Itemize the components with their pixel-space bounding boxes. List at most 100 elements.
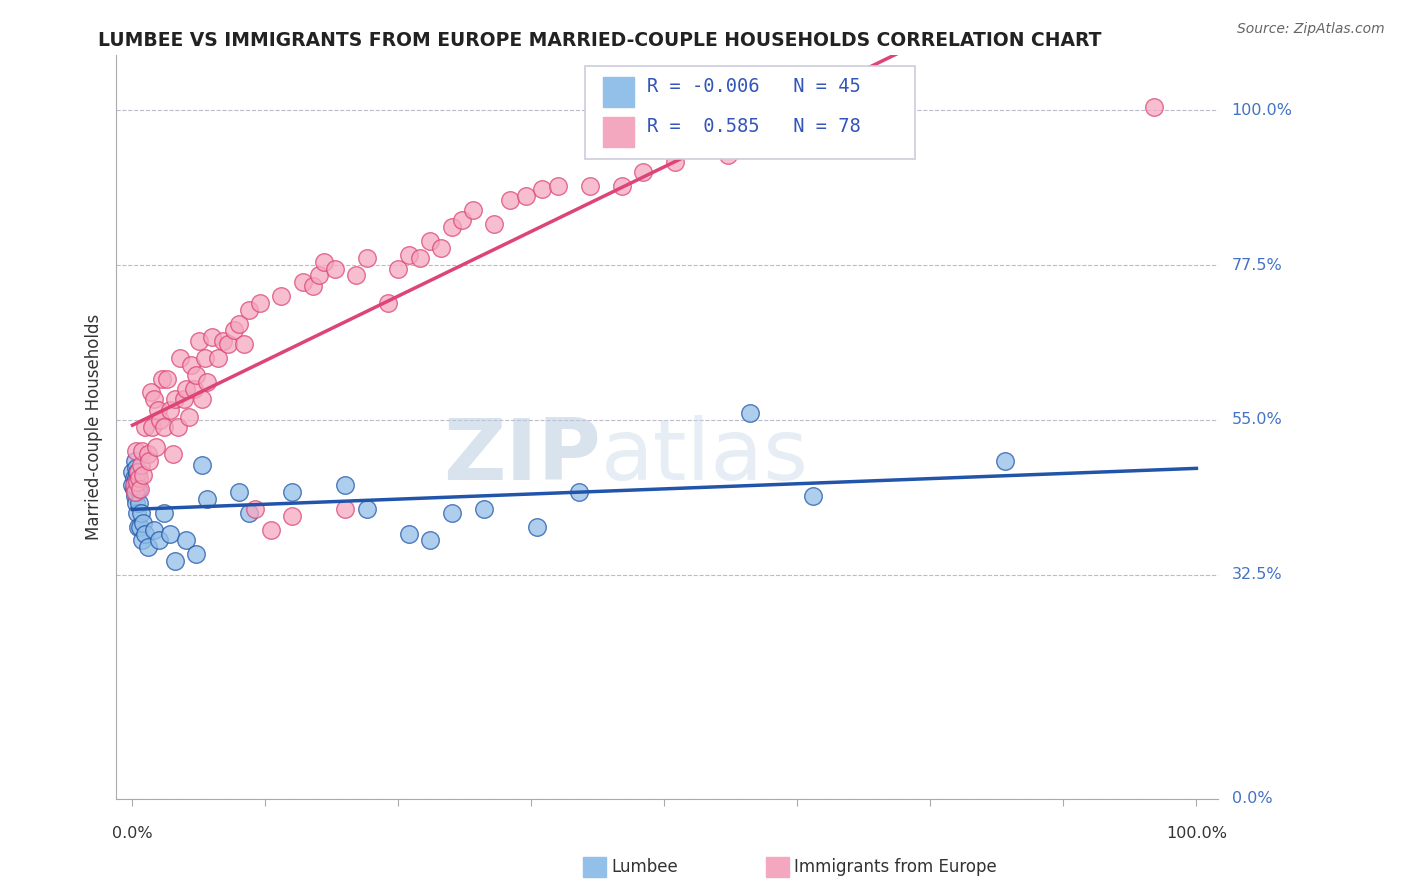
Text: LUMBEE VS IMMIGRANTS FROM EUROPE MARRIED-COUPLE HOUSEHOLDS CORRELATION CHART: LUMBEE VS IMMIGRANTS FROM EUROPE MARRIED… [98, 31, 1102, 50]
Point [281, 509, 304, 524]
Point [124, 461, 146, 475]
Text: 0.0%: 0.0% [112, 826, 153, 841]
Point [195, 375, 218, 389]
Y-axis label: Married-couple Households: Married-couple Households [86, 314, 103, 540]
Point [308, 268, 330, 283]
Point [128, 471, 150, 485]
Text: Immigrants from Europe: Immigrants from Europe [794, 858, 997, 876]
Text: atlas: atlas [600, 415, 808, 498]
Point [148, 533, 170, 548]
Point [153, 420, 176, 434]
Bar [603, 78, 634, 107]
Point [222, 323, 245, 337]
Point [121, 465, 143, 479]
Point [1143, 100, 1166, 114]
Point [125, 475, 148, 489]
Point [186, 368, 208, 383]
Text: 100.0%: 100.0% [1166, 826, 1227, 841]
Point [356, 502, 378, 516]
Point [190, 392, 212, 407]
Point [233, 337, 256, 351]
Point [531, 182, 554, 196]
Point [129, 482, 152, 496]
Point [124, 495, 146, 509]
Point [228, 485, 250, 500]
Point [188, 334, 211, 348]
Text: 100.0%: 100.0% [1232, 103, 1292, 118]
Point [153, 506, 176, 520]
Point [238, 302, 260, 317]
Point [169, 351, 191, 365]
Point [664, 154, 686, 169]
Point [138, 454, 160, 468]
Point [190, 458, 212, 472]
Point [228, 317, 250, 331]
Text: ZIP: ZIP [443, 415, 600, 498]
Point [419, 234, 441, 248]
Point [125, 465, 148, 479]
Point [132, 516, 155, 531]
Point [122, 478, 145, 492]
Point [201, 330, 224, 344]
Point [238, 506, 260, 520]
Point [717, 148, 740, 162]
Point [124, 485, 146, 500]
Point [440, 506, 463, 520]
Point [344, 268, 367, 283]
Point [335, 478, 357, 492]
Point [568, 485, 591, 500]
Point [451, 213, 474, 227]
Point [132, 468, 155, 483]
Point [291, 275, 314, 289]
Point [243, 502, 266, 516]
Text: 32.5%: 32.5% [1232, 567, 1282, 582]
Point [547, 178, 569, 193]
Point [323, 261, 346, 276]
Point [134, 526, 156, 541]
Text: 55.0%: 55.0% [1232, 412, 1282, 427]
Text: Lumbee: Lumbee [612, 858, 678, 876]
Point [579, 178, 602, 193]
Point [377, 296, 399, 310]
Point [127, 519, 149, 533]
Point [155, 372, 177, 386]
Point [122, 471, 145, 485]
Point [499, 193, 522, 207]
Point [994, 454, 1017, 468]
Point [131, 533, 153, 548]
Point [142, 392, 165, 407]
FancyBboxPatch shape [585, 66, 915, 159]
Point [419, 533, 441, 548]
Point [159, 402, 181, 417]
Point [217, 337, 239, 351]
Text: 0.0%: 0.0% [1232, 791, 1272, 806]
Point [461, 202, 484, 217]
Point [163, 554, 186, 568]
Point [174, 382, 197, 396]
Point [356, 251, 378, 265]
Point [195, 492, 218, 507]
Point [631, 165, 654, 179]
Point [131, 444, 153, 458]
Point [186, 547, 208, 561]
Point [124, 475, 146, 489]
Point [312, 254, 335, 268]
Point [142, 523, 165, 537]
Point [146, 402, 169, 417]
Point [150, 372, 173, 386]
Point [430, 241, 453, 255]
Point [124, 471, 146, 485]
Point [129, 506, 152, 520]
Point [440, 220, 463, 235]
Point [183, 382, 205, 396]
Point [124, 489, 146, 503]
Point [145, 441, 167, 455]
Point [180, 358, 202, 372]
Point [409, 251, 432, 265]
Point [127, 482, 149, 496]
Point [163, 392, 186, 407]
Point [194, 351, 217, 365]
Point [738, 406, 761, 420]
Text: Source: ZipAtlas.com: Source: ZipAtlas.com [1237, 22, 1385, 37]
Point [526, 519, 548, 533]
